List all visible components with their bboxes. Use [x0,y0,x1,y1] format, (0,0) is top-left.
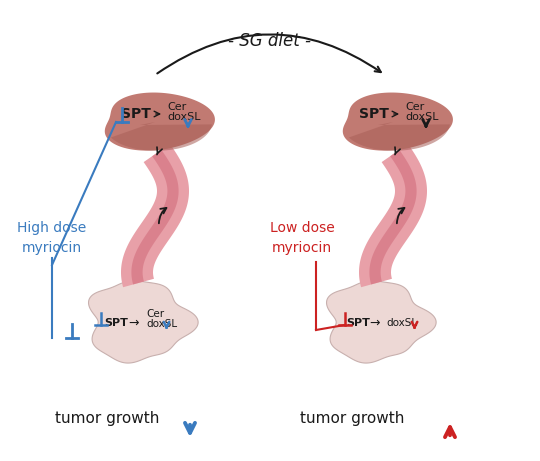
Text: SPT: SPT [359,107,389,121]
Polygon shape [343,93,453,151]
Text: doxSL: doxSL [167,112,200,122]
Polygon shape [349,122,450,151]
Text: tumor growth: tumor growth [300,410,404,426]
Text: doxSL: doxSL [387,318,417,328]
Polygon shape [105,93,215,151]
Text: SPT: SPT [105,318,129,328]
Polygon shape [131,150,179,284]
Text: SPT: SPT [347,318,370,328]
Text: Low dose
myriocin: Low dose myriocin [269,221,334,255]
Text: - SG diet -: - SG diet - [228,32,312,50]
Text: →: → [369,317,380,330]
Polygon shape [121,144,189,287]
Polygon shape [369,150,416,284]
Polygon shape [327,281,436,363]
Text: High dose
myriocin: High dose myriocin [17,221,86,255]
Text: SPT: SPT [121,107,151,121]
Polygon shape [111,122,212,151]
Text: Cer: Cer [146,309,165,319]
Text: →: → [129,317,139,330]
Text: doxSL: doxSL [405,112,438,122]
Text: tumor growth: tumor growth [55,410,159,426]
Polygon shape [359,144,427,287]
Text: Cer: Cer [405,102,424,112]
Text: Cer: Cer [167,102,186,112]
Polygon shape [89,281,198,363]
Text: doxSL: doxSL [146,319,178,329]
